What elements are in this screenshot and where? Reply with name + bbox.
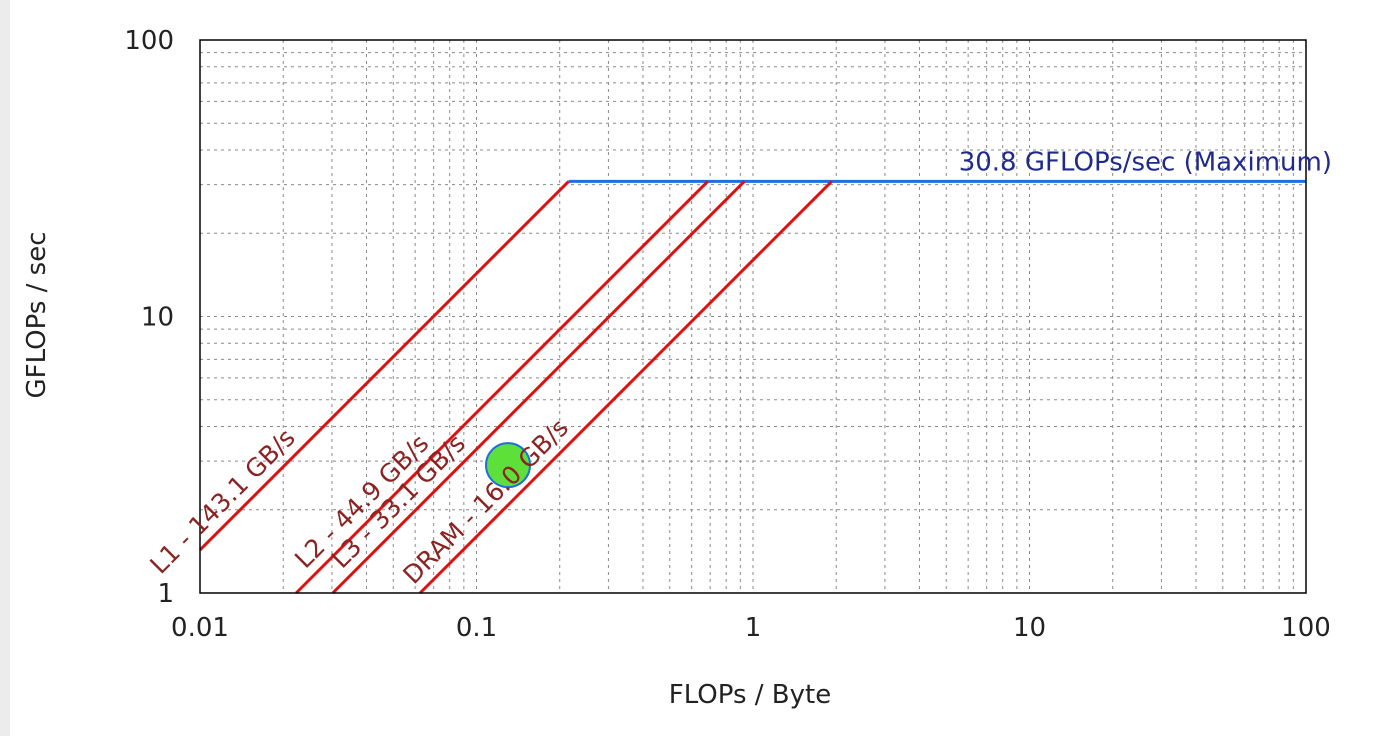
- roof-line-l3: [331, 180, 746, 595]
- x-tick-label: 0.01: [171, 613, 229, 643]
- data-points: [485, 442, 532, 489]
- roof-line-l2: [295, 180, 709, 595]
- peak-label: 30.8 GFLOPs/sec (Maximum): [959, 147, 1332, 177]
- x-tick-label: 0.1: [456, 613, 497, 643]
- y-tick-label: 1: [157, 579, 174, 609]
- plot-frame: [199, 39, 1307, 594]
- roof-line-l1: [198, 180, 570, 552]
- x-tick-labels: 0.01 0.1 1 10 100: [171, 613, 1331, 643]
- roof-label-l1: L1 - 143.1 GB/s: [144, 423, 300, 579]
- x-axis-title: FLOPs / Byte: [669, 680, 831, 710]
- left-edge-strip: [0, 0, 10, 736]
- y-tick-label: 100: [124, 26, 174, 56]
- x-tick-label: 1: [745, 613, 762, 643]
- roof-labels: 30.8 GFLOPs/sec (Maximum) L1 - 143.1 GB/s…: [144, 147, 1332, 589]
- y-tick-label: 10: [141, 303, 174, 333]
- x-tick-label: 10: [1013, 613, 1046, 643]
- data-point: [485, 442, 532, 489]
- y-tick-labels: 1 10 100: [124, 26, 174, 609]
- x-tick-label: 100: [1281, 613, 1331, 643]
- roof-lines: [198, 179, 1306, 595]
- grid: [200, 40, 1306, 593]
- y-axis-title: GFLOPs / sec: [22, 231, 52, 398]
- roof-line-dram: [419, 180, 833, 595]
